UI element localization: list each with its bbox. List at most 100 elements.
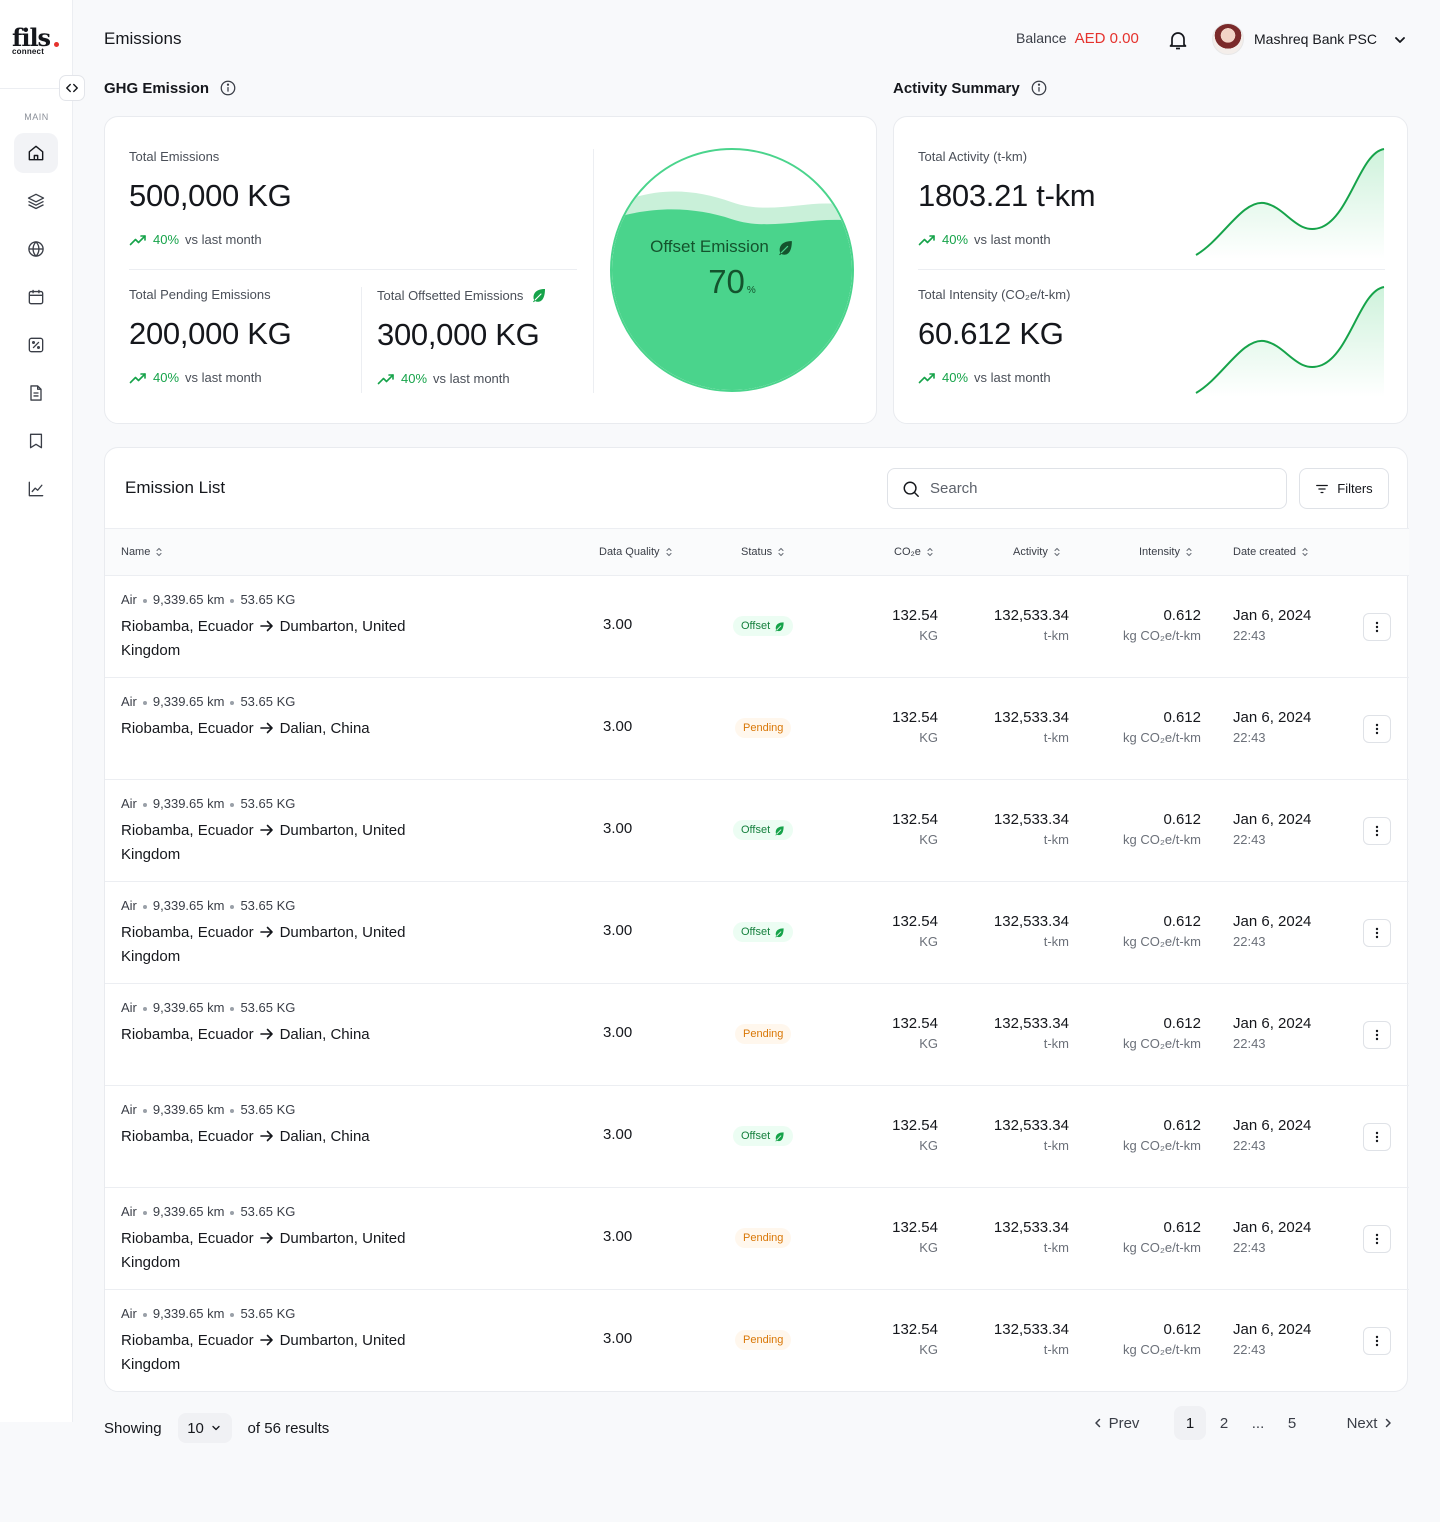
row-actions-button[interactable] (1363, 1021, 1391, 1049)
date-created-value: Jan 6, 2024 (1233, 1015, 1312, 1032)
avatar[interactable] (1212, 23, 1244, 55)
offsetted-emissions-value: 300,000 KG (377, 317, 540, 352)
table-row[interactable]: Air 9,339.65 km 53.65 KG Riobamba, Ecuador D… (105, 882, 1409, 984)
row-actions-button[interactable] (1363, 817, 1391, 845)
shipment-weight: 53.65 KG (240, 1000, 296, 1015)
table-row[interactable]: Air 9,339.65 km 53.65 KG Riobamba, Ecuador D… (105, 1290, 1409, 1392)
shipment-weight: 53.65 KG (240, 694, 296, 709)
prev-page-button[interactable]: Prev (1088, 1406, 1144, 1440)
filters-button[interactable]: Filters (1299, 468, 1389, 509)
offsetted-emissions-trend: 40% vs last month (377, 371, 547, 386)
shipment-meta: Air 9,339.65 km 53.65 KG (121, 1000, 295, 1015)
time-created-value: 22:43 (1233, 934, 1266, 949)
trend-text: vs last month (974, 232, 1051, 247)
user-name[interactable]: Mashreq Bank PSC (1254, 31, 1377, 47)
next-page-button[interactable]: Next (1340, 1406, 1400, 1440)
time-created-value: 22:43 (1233, 1036, 1266, 1051)
route-destination: Dalian, China (279, 1128, 370, 1145)
sort-icon (927, 547, 933, 557)
sidebar-section-label: MAIN (24, 112, 49, 122)
data-quality-value: 3.00 (603, 1126, 633, 1143)
trend-text: vs last month (974, 370, 1051, 385)
brand-logo[interactable]: fils connect (12, 26, 62, 62)
page-size-select[interactable]: 10 (177, 1413, 232, 1443)
sidebar-item-home[interactable] (14, 133, 58, 173)
co2e-unit: KG (919, 628, 938, 643)
trend-up-icon (129, 234, 146, 245)
results-summary: Showing 10 of 56 results (104, 1413, 329, 1443)
table-row[interactable]: Air 9,339.65 km 53.65 KG Riobamba, Ecuador D… (105, 1086, 1409, 1188)
filters-label: Filters (1337, 481, 1373, 496)
sidebar-collapse-button[interactable] (59, 75, 85, 101)
activity-title-text: Activity Summary (893, 79, 1020, 97)
gauge-wave-front (612, 209, 852, 390)
table-row[interactable]: Air 9,339.65 km 53.65 KG Riobamba, Ecuador D… (105, 780, 1409, 882)
info-icon[interactable] (219, 79, 237, 97)
search-input[interactable] (930, 480, 1250, 497)
column-header-intensity[interactable]: Intensity (1139, 546, 1193, 558)
row-actions-button[interactable] (1363, 715, 1391, 743)
bell-icon[interactable] (1166, 28, 1190, 52)
sidebar-item-document[interactable] (14, 373, 58, 413)
activity-unit: t-km (1043, 832, 1069, 847)
trend-percent: 40% (153, 370, 180, 385)
shipment-weight: 53.65 KG (240, 796, 296, 811)
row-actions-button[interactable] (1363, 1225, 1391, 1253)
table-row[interactable]: Air 9,339.65 km 53.65 KG Riobamba, Ecuador D… (105, 1188, 1409, 1290)
table-row[interactable]: Air 9,339.65 km 53.65 KG Riobamba, Ecuador D… (105, 576, 1409, 678)
search-box[interactable] (887, 468, 1287, 509)
pagination: Prev 1 2 ... 5 Next (1088, 1406, 1408, 1440)
page-button-5[interactable]: 5 (1287, 1414, 1297, 1432)
sidebar-item-chart[interactable] (14, 469, 58, 509)
co2e-unit: KG (919, 730, 938, 745)
table-row[interactable]: Air 9,339.65 km 53.65 KG Riobamba, Ecuador D… (105, 678, 1409, 780)
status-badge: Offset (733, 820, 794, 840)
chevron-left-icon (1094, 1418, 1100, 1428)
route-origin: Riobamba, Ecuador (121, 720, 254, 737)
column-header-status[interactable]: Status (741, 546, 785, 558)
column-header-name[interactable]: Name (121, 546, 163, 558)
date-created-value: Jan 6, 2024 (1233, 1117, 1312, 1134)
offset-gauge-label: Offset Emission (610, 237, 834, 257)
info-icon[interactable] (1030, 79, 1048, 97)
co2e-unit: KG (919, 832, 938, 847)
status-text: Offset (741, 824, 771, 836)
pending-emissions-metric: Total Pending Emissions 200,000 KG 40% v… (129, 287, 292, 385)
logo-main-text: fils (12, 23, 51, 52)
sidebar-item-percent[interactable] (14, 325, 58, 365)
intensity-unit: kg CO₂e/t-km (1123, 832, 1201, 847)
transport-mode: Air (121, 592, 137, 607)
sidebar-item-globe[interactable] (14, 229, 58, 269)
shipment-route: Riobamba, Ecuador Dumbarton, United Kingd… (121, 1329, 451, 1377)
column-header-activity[interactable]: Activity (1013, 546, 1061, 558)
prev-label: Prev (1108, 1414, 1140, 1432)
shipment-distance: 9,339.65 km (152, 1306, 225, 1321)
column-header-co2e[interactable]: CO₂e (894, 546, 934, 558)
shipment-route: Riobamba, Ecuador Dumbarton, United Kingd… (121, 615, 451, 663)
co2e-unit: KG (919, 1138, 938, 1153)
row-actions-button[interactable] (1363, 1327, 1391, 1355)
time-created-value: 22:43 (1233, 832, 1266, 847)
chevron-down-icon[interactable] (1392, 32, 1408, 48)
co2e-value: 132.54 (892, 913, 938, 930)
sidebar-item-layers[interactable] (14, 181, 58, 221)
time-created-value: 22:43 (1233, 1240, 1266, 1255)
ghg-section-title: GHG Emission (104, 79, 237, 97)
leaf-icon (533, 289, 546, 303)
row-actions-button[interactable] (1363, 919, 1391, 947)
sidebar-item-book[interactable] (14, 421, 58, 461)
balance-label: Balance (1016, 30, 1067, 46)
transport-mode: Air (121, 1306, 137, 1321)
activity-unit: t-km (1043, 1240, 1069, 1255)
column-header-label: CO₂e (894, 546, 921, 558)
column-header-date-created[interactable]: Date created (1233, 546, 1309, 558)
page-button-2[interactable]: 2 (1219, 1414, 1229, 1432)
sidebar-item-calendar[interactable] (14, 277, 58, 317)
row-actions-button[interactable] (1363, 613, 1391, 641)
row-actions-button[interactable] (1363, 1123, 1391, 1151)
table-row[interactable]: Air 9,339.65 km 53.65 KG Riobamba, Ecuador D… (105, 984, 1409, 1086)
column-header-data-quality[interactable]: Data Quality (599, 546, 673, 558)
balance-amount: AED 0.00 (1074, 30, 1139, 47)
page-button-1[interactable]: 1 (1174, 1406, 1206, 1440)
more-vertical-icon (1375, 1335, 1379, 1347)
